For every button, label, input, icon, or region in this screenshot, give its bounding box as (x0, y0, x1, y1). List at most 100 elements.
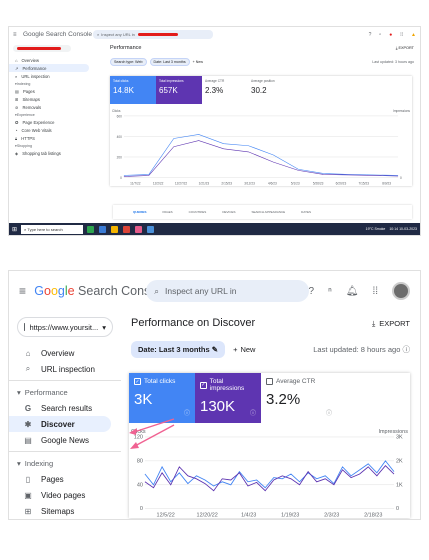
sidebar-item-discover[interactable]: ✱ Discover (9, 416, 111, 432)
url-inspect-search[interactable]: ⌕ Inspect any URL in (146, 280, 309, 302)
search-placeholder: Inspect any URL in (165, 286, 237, 296)
help-icon[interactable]: ⓘ (325, 411, 332, 417)
sidebar-section-shopping[interactable]: ▾ Shopping (15, 143, 32, 148)
checkbox-checked-icon[interactable]: ✓ (200, 381, 207, 389)
metric-total-impressions[interactable]: ✓ Total impressions 130K ⓘ (195, 373, 261, 423)
new-filter-button[interactable]: + New (192, 60, 203, 64)
sidebar-item-overview[interactable]: ⌂ Overview (9, 345, 121, 361)
sidebar-item-https[interactable]: 🔒︎ HTTPS (9, 134, 104, 142)
apps-icon[interactable]: ⁞⁞ (400, 31, 404, 38)
notifications-icon[interactable]: ● (389, 31, 393, 38)
y-tick-label: 120 (134, 434, 143, 440)
series-line-impressions (144, 464, 395, 492)
metric-average-ctr[interactable]: Average CTR 3.2% ⓘ (261, 373, 337, 423)
property-selector[interactable]: https://www.yoursit... ▾ (17, 317, 113, 337)
logo-letter: e (67, 284, 75, 298)
users-icon[interactable]: ⁿ (379, 31, 382, 38)
sidebar-item-sitemaps[interactable]: ⊞ Sitemaps (9, 95, 104, 103)
page-title: Performance on Discover (131, 317, 256, 329)
app-icon[interactable] (135, 225, 143, 233)
sidebar-item-google-news[interactable]: ▤ Google News (9, 432, 121, 448)
tab-pages[interactable]: PAGES (162, 210, 173, 214)
url-inspect-search[interactable]: ⌕ Inspect any URL in (93, 30, 213, 39)
date-chip[interactable]: Date: Last 3 months (149, 58, 190, 66)
sidebar-item-url-inspection[interactable]: ⌕ URL inspection (9, 361, 121, 377)
date-chip-label: Date: Last 3 months (138, 345, 210, 354)
sidebar-item-label: Sitemaps (41, 506, 75, 516)
help-icon[interactable]: ? (368, 31, 372, 38)
date-chip[interactable]: Date: Last 3 months ✎ (131, 341, 226, 358)
help-icon[interactable]: ? (308, 285, 315, 297)
sidebar-item-label: Pages (22, 88, 35, 94)
apps-icon[interactable]: ⁞⁞ (372, 285, 378, 297)
chrome-icon[interactable] (123, 225, 131, 233)
series-line-clicks (144, 460, 395, 489)
checkbox-unchecked-icon[interactable] (266, 378, 273, 385)
checkbox-checked-icon[interactable]: ✓ (134, 378, 141, 385)
avatar[interactable] (392, 282, 410, 300)
sidebar-item-page-experience[interactable]: ✪ Page Experience (9, 118, 104, 126)
help-icon[interactable]: ⓘ (183, 411, 190, 417)
metric-label: Total clicks (144, 378, 176, 385)
right-axis-title: Impressions (393, 109, 410, 113)
sidebar-item-shopping-tab[interactable]: ◈ Shopping tab listings (9, 149, 104, 157)
tab-search-appearance[interactable]: SEARCH APPEARANCE (251, 210, 286, 214)
sidebar-item-sitemaps[interactable]: ⊞ Sitemaps (9, 503, 121, 519)
help-icon[interactable]: ⓘ (402, 345, 411, 354)
sidebar-item-pages[interactable]: ▤ Pages (9, 87, 104, 95)
sidebar-section-performance[interactable]: ▾ Performance (9, 384, 121, 400)
hamburger-menu-icon[interactable]: ≡ (13, 31, 17, 38)
x-tick-label: 5/1/23 (291, 181, 300, 185)
windows-start-icon[interactable]: ⊞ (12, 226, 18, 233)
lock-icon: 🔒︎ (15, 135, 18, 141)
help-icon[interactable]: ⓘ (249, 411, 256, 417)
app-icon[interactable] (147, 225, 155, 233)
x-tick-label: 6/20/23 (336, 181, 347, 185)
users-icon[interactable]: ⁿ (328, 285, 332, 297)
search-type-chip[interactable]: Search type: Web (110, 58, 147, 66)
folder-icon[interactable] (111, 225, 119, 233)
y2-tick-label: 0 (396, 506, 399, 512)
divider (9, 451, 121, 452)
search-placeholder: Inspect any URL in (101, 32, 135, 37)
app-icon[interactable] (99, 225, 107, 233)
sidebar-item-video-pages[interactable]: ▣ Video pages (9, 487, 121, 503)
metric-total-clicks[interactable]: ✓ Total clicks 3K ⓘ (129, 373, 195, 423)
export-button[interactable]: ⤓ EXPORT (395, 46, 414, 50)
tab-dates[interactable]: DATES (301, 210, 311, 214)
sidebar-item-removals[interactable]: ⊘ Removals (9, 103, 104, 111)
app-icon[interactable] (87, 225, 95, 233)
tab-devices[interactable]: DEVICES (222, 210, 236, 214)
taskbar-search[interactable]: ⌕ Type here to search (21, 224, 84, 234)
sidebar-item-pages[interactable]: ▯ Pages (9, 471, 121, 487)
export-button[interactable]: ⤓ EXPORT (372, 319, 410, 329)
sidebar-item-search-results[interactable]: G Search results (9, 400, 121, 416)
property-selector[interactable] (13, 45, 71, 52)
last-updated: Last updated: 8 hours ago ⓘ (313, 344, 410, 355)
metric-average-ctr[interactable]: Average CTR 2.3% (202, 76, 248, 104)
hamburger-menu-icon[interactable]: ≡ (19, 284, 27, 298)
metric-total-impressions[interactable]: Total impressions 657K (156, 76, 202, 104)
notifications-icon[interactable]: 🔔︎ (345, 285, 359, 297)
tab-queries[interactable]: QUERIES (133, 210, 147, 214)
section-label: Shopping (16, 143, 32, 148)
sidebar-item-core-web-vitals[interactable]: ◔ Core Web Vitals (9, 126, 104, 134)
sidebar-section-indexing[interactable]: ▾ Indexing (9, 455, 121, 471)
arrow-to-discover-icon (129, 418, 175, 435)
metric-average-position[interactable]: Average position 30.2 (248, 76, 294, 104)
tab-countries[interactable]: COUNTRIES (188, 210, 207, 214)
y-tick-label: 0 (140, 506, 143, 512)
sidebar-item-url-inspection[interactable]: ⌕ URL inspection (9, 72, 104, 80)
x-tick-label: 1/19/23 (281, 513, 299, 518)
metric-total-clicks[interactable]: Total clicks 14.8K (110, 76, 156, 104)
new-filter-button[interactable]: + New (233, 345, 255, 354)
sidebar-section-indexing[interactable]: ▾ Indexing (15, 81, 31, 86)
sidebar-item-performance[interactable]: ↗ Performance (9, 64, 89, 72)
sidebar-section-experience[interactable]: ▾ Experience (15, 112, 35, 117)
sidebar-item-overview[interactable]: ⌂ Overview (9, 56, 104, 64)
avatar[interactable]: ▲ (411, 31, 416, 38)
sidebar-item-label: Performance (22, 65, 47, 71)
metrics-row: ✓ Total clicks 3K ⓘ ✓ Total impressions 13… (129, 373, 410, 423)
logo-letter: G (34, 284, 44, 298)
metric-value: 3K (134, 391, 153, 408)
